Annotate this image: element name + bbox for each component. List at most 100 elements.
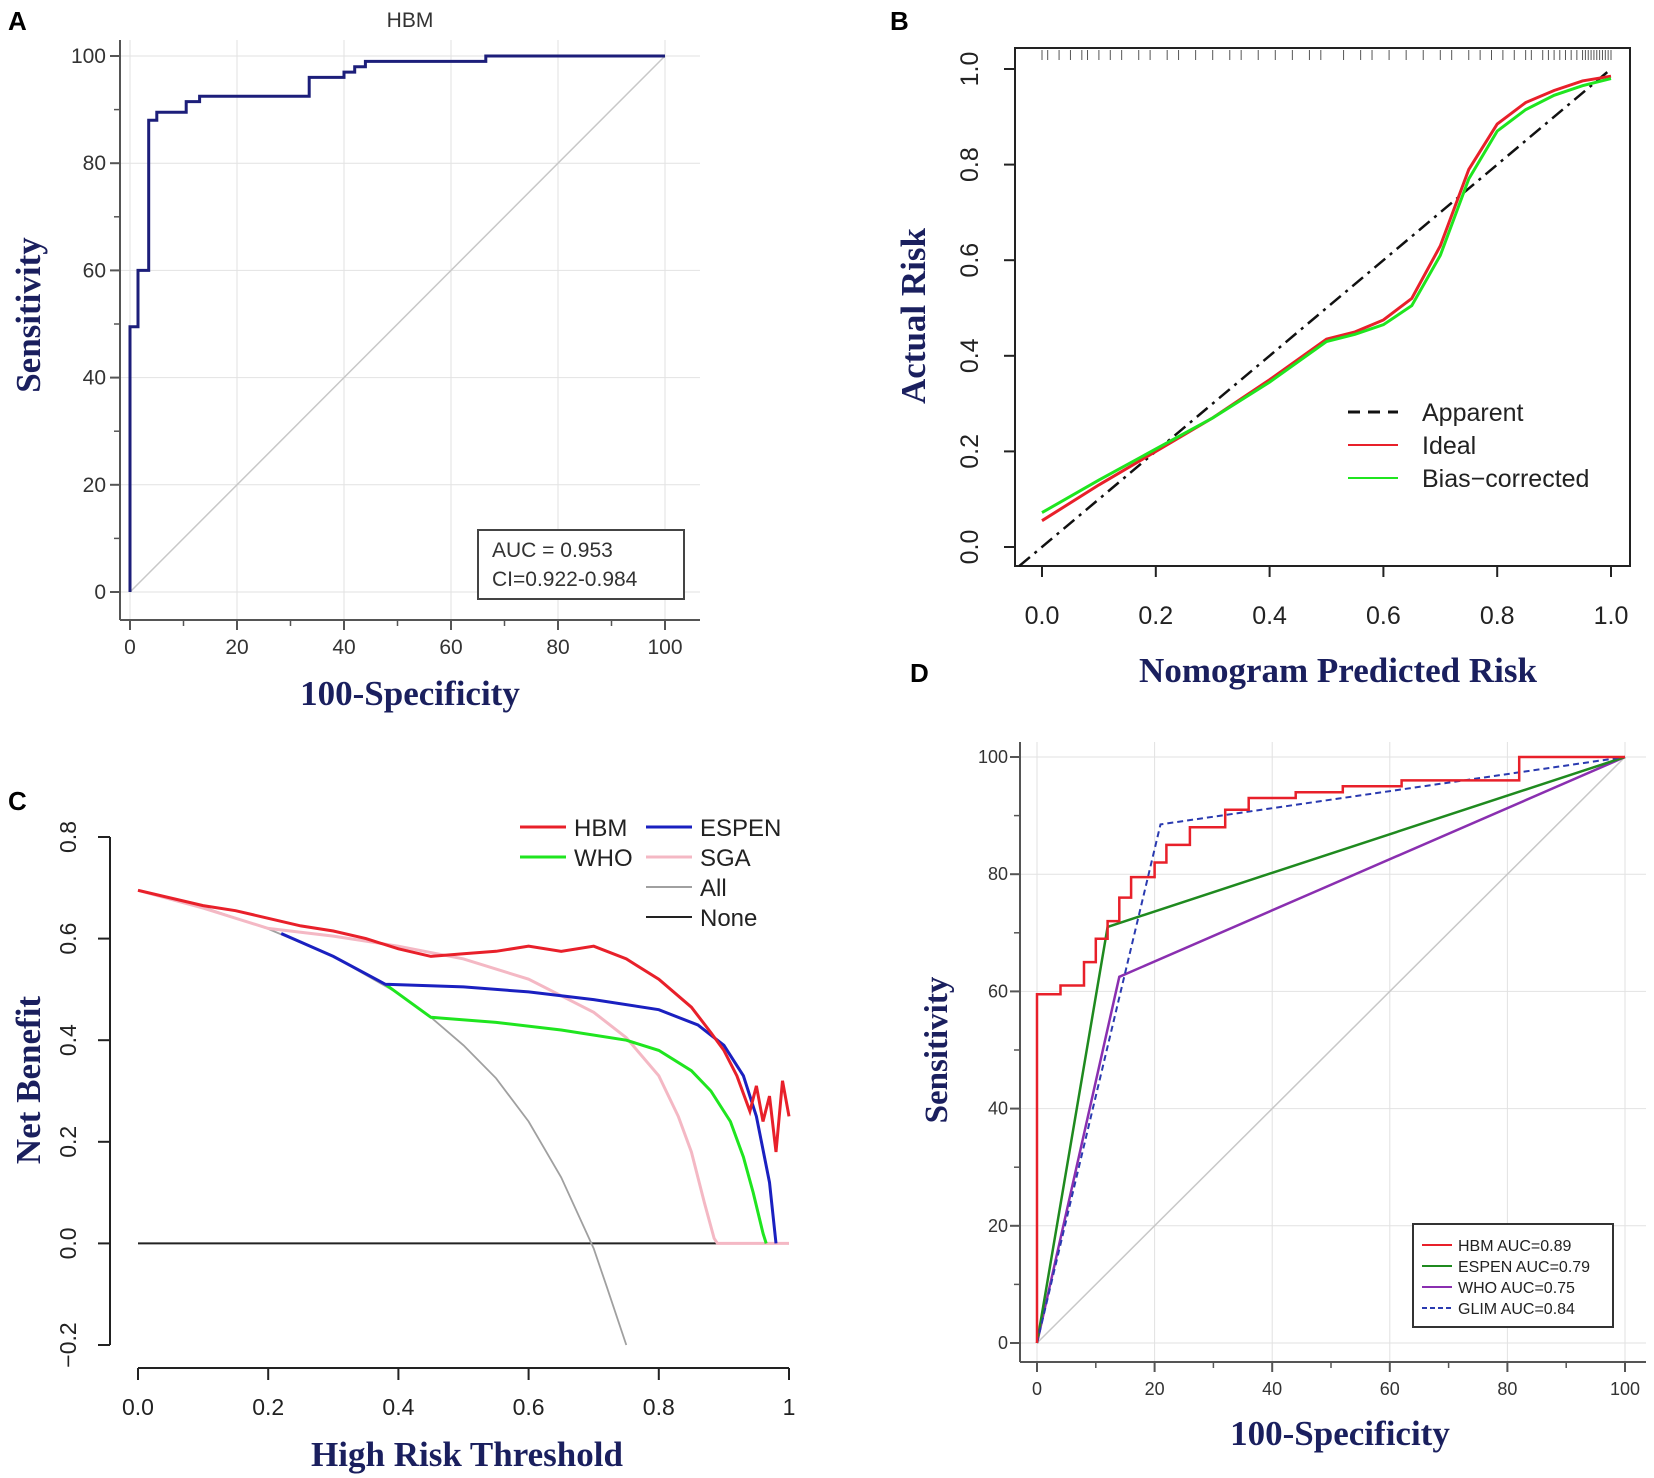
panel-d-legend-label: GLIM AUC=0.84 bbox=[1458, 1301, 1575, 1318]
panel-c-espen-curve bbox=[280, 932, 778, 1244]
panel-c-legend-label: SGA bbox=[700, 845, 751, 872]
panel-a-roc-chart: HBM 0 0 20 20 40 40 60 60 80 80 100 100 AUC = 0.953… bbox=[9, 9, 700, 713]
panel-a-x-tick-label: 80 bbox=[546, 636, 569, 659]
panel-a-roc-curve bbox=[128, 54, 665, 592]
panel-d-y-tick-label: 20 bbox=[988, 1216, 1008, 1236]
panel-d-y-tick-label: 0 bbox=[998, 1333, 1008, 1353]
panel-c-legend-label: None bbox=[700, 905, 757, 932]
panel-d-who-curve bbox=[1035, 755, 1626, 1344]
panel-c-x-tick-label: 0.6 bbox=[513, 1394, 545, 1420]
panel-d-hbm-curve bbox=[1035, 755, 1625, 1343]
panel-a-series bbox=[128, 54, 666, 593]
panel-a-x-tick-label: 60 bbox=[439, 636, 462, 659]
panel-a-y-tick-label: 0 bbox=[94, 581, 106, 604]
panel-b-y-tick-label: 0.8 bbox=[956, 147, 984, 182]
panel-d-reference-line bbox=[1036, 756, 1626, 1344]
panel-d-y-tick-label: 60 bbox=[988, 981, 1008, 1001]
panel-d-legend-box bbox=[1412, 1223, 1614, 1328]
panel-c-legend-label: HBM bbox=[574, 815, 627, 842]
panel-a-ticks: 0 0 20 20 40 40 60 60 80 80 100 100 bbox=[71, 45, 683, 659]
panel-d-x-tick-label: 0 bbox=[1032, 1379, 1042, 1399]
panel-a-auc-box bbox=[477, 529, 685, 600]
panel-d-legend: HBM AUC=0.89 ESPEN AUC=0.79 WHO AUC=0.75 GL… bbox=[1412, 1223, 1614, 1328]
panel-c-y-tick-label: 0.8 bbox=[55, 821, 81, 853]
panel-a-x-tick-label: 100 bbox=[647, 636, 682, 659]
panel-a-y-tick-label: 40 bbox=[83, 367, 106, 390]
panel-d-x-tick-label: 100 bbox=[1610, 1379, 1640, 1399]
panel-b-rug bbox=[1041, 50, 1612, 60]
panel-a-x-label: 100-Specificity bbox=[300, 674, 520, 713]
panel-b-bias-corrected-curve bbox=[1041, 77, 1612, 514]
panel-c-y-label: Net Benefit bbox=[9, 996, 48, 1164]
panel-c-legend-label: ESPEN bbox=[700, 815, 781, 842]
panel-b-x-tick-label: 1.0 bbox=[1594, 602, 1629, 630]
panel-b-x-tick-label: 0.4 bbox=[1252, 602, 1287, 630]
panel-b-ticks: 0.0 0.0 0.2 0.2 0.4 0.4 0.6 0.6 0.8 0.8 1.0 1.0 bbox=[956, 52, 1628, 630]
panel-a-x-tick-label: 0 bbox=[124, 636, 136, 659]
panel-letter-d: D bbox=[910, 658, 929, 688]
panel-c-hbm-curve bbox=[137, 888, 791, 1153]
panel-b-x-tick-label: 0.8 bbox=[1480, 602, 1515, 630]
panel-c-x-tick-label: 0.8 bbox=[643, 1394, 675, 1420]
panel-c-legend-label: All bbox=[700, 875, 727, 902]
panel-d-y-tick-label: 80 bbox=[988, 864, 1008, 884]
panel-d-x-tick-label: 80 bbox=[1497, 1379, 1517, 1399]
panel-b-y-label: Actual Risk bbox=[894, 227, 933, 404]
panel-a-y-tick-label: 20 bbox=[83, 474, 106, 497]
panel-a-title: HBM bbox=[387, 9, 434, 32]
panel-d-ticks: 0 0 20 20 40 40 60 60 80 80 100 100 bbox=[978, 747, 1640, 1399]
panel-b-y-tick-label: 1.0 bbox=[956, 52, 984, 87]
panel-b-legend-label: Ideal bbox=[1422, 432, 1476, 460]
panel-b-plot-frame bbox=[1014, 47, 1631, 567]
panel-a-x-tick-label: 20 bbox=[225, 636, 248, 659]
panel-c-sga-curve bbox=[137, 888, 789, 1245]
panel-a-y-tick-label: 80 bbox=[83, 152, 106, 175]
panel-c-y-tick-label: 0.4 bbox=[55, 1024, 81, 1056]
panel-c-series bbox=[137, 888, 791, 1346]
panel-c-y-tick-label: −0.2 bbox=[55, 1322, 81, 1367]
panel-letter-c: C bbox=[8, 786, 27, 816]
panel-b-x-tick-label: 0.0 bbox=[1025, 602, 1060, 630]
panel-b-series bbox=[1018, 68, 1612, 568]
panel-c-x-tick-label: 0.4 bbox=[382, 1394, 414, 1420]
panel-d-legend-label: ESPEN AUC=0.79 bbox=[1458, 1259, 1590, 1276]
panel-b-legend: Apparent Ideal Bias−corrected bbox=[1348, 399, 1589, 493]
panel-b-ideal-curve bbox=[1041, 74, 1612, 522]
panel-b-x-tick-label: 0.6 bbox=[1366, 602, 1401, 630]
panel-d-legend-label: WHO AUC=0.75 bbox=[1458, 1280, 1575, 1297]
panel-b-apparent-line bbox=[1018, 68, 1612, 568]
panel-a-y-tick-label: 60 bbox=[83, 259, 106, 282]
panel-d-x-tick-label: 20 bbox=[1145, 1379, 1165, 1399]
panel-d-glim-curve bbox=[1036, 756, 1626, 1344]
panel-b-legend-label: Bias−corrected bbox=[1422, 465, 1589, 493]
panel-b-legend-label: Apparent bbox=[1422, 399, 1524, 427]
panel-a-y-label: Sensitivity bbox=[9, 237, 48, 393]
panel-letter-a: A bbox=[8, 6, 27, 36]
panel-a-x-tick-label: 40 bbox=[332, 636, 355, 659]
panel-d-x-tick-label: 60 bbox=[1380, 1379, 1400, 1399]
panel-d-x-tick-label: 40 bbox=[1262, 1379, 1282, 1399]
panel-d-y-tick-label: 100 bbox=[978, 747, 1008, 767]
panel-a-grid bbox=[120, 40, 700, 620]
panel-c-ticks: 0.0 0.2 0.4 0.6 0.8 1 −0.2 0.0 0.2 0.4 0.6 0.8 bbox=[55, 821, 795, 1420]
panel-b-y-tick-label: 0.6 bbox=[956, 243, 984, 278]
panel-b-y-tick-label: 0.4 bbox=[956, 338, 984, 373]
panel-c-decision-curve-chart: 0.0 0.2 0.4 0.6 0.8 1 −0.2 0.0 0.2 0.4 0.6 0.8 HBM E… bbox=[9, 815, 795, 1474]
panel-b-x-label: Nomogram Predicted Risk bbox=[1139, 651, 1537, 690]
panel-c-x-tick-label: 0.2 bbox=[252, 1394, 284, 1420]
panel-b-y-tick-label: 0.2 bbox=[956, 434, 984, 469]
panel-c-who-curve bbox=[384, 983, 768, 1244]
panel-a-y-tick-label: 100 bbox=[71, 45, 106, 68]
panel-c-legend: HBM ESPEN WHO SGA All None bbox=[520, 815, 781, 932]
panel-b-y-tick-label: 0.0 bbox=[956, 530, 984, 565]
panel-a-reference-line bbox=[129, 55, 666, 593]
panel-c-x-tick-label: 0.0 bbox=[122, 1394, 154, 1420]
panel-b-calibration-chart: 0.0 0.0 0.2 0.2 0.4 0.4 0.6 0.6 0.8 0.8 1.0 1.0 App… bbox=[894, 47, 1631, 690]
panel-d-legend-label: HBM AUC=0.89 bbox=[1458, 1238, 1571, 1255]
panel-d-series bbox=[1035, 755, 1626, 1344]
panel-d-x-label: 100-Specificity bbox=[1230, 1414, 1450, 1453]
panel-a-ci-text: CI=0.922-0.984 bbox=[492, 568, 638, 591]
panel-b-x-tick-label: 0.2 bbox=[1138, 602, 1173, 630]
panel-c-legend-label: WHO bbox=[574, 845, 633, 872]
